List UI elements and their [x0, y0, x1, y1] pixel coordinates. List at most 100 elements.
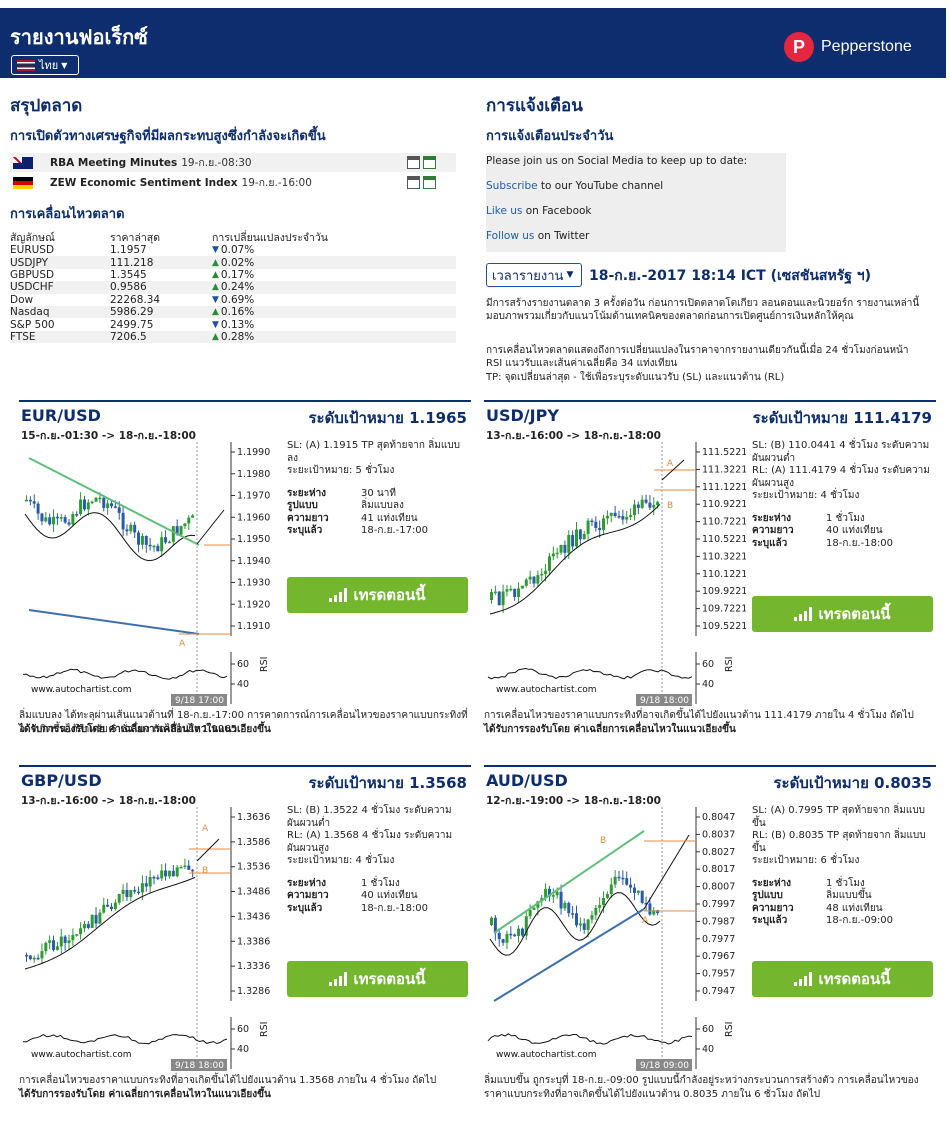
y-tick-label: 110.5221: [702, 534, 746, 545]
candle-body: [106, 503, 110, 509]
candle-body: [644, 902, 648, 905]
candle-body: [652, 910, 656, 915]
panel-rule: [484, 765, 936, 767]
trade-now-label: เทรดตอนนี้: [818, 970, 891, 988]
candle-body: [528, 909, 532, 917]
candle-body: [509, 588, 513, 591]
y-tick-label: 110.3221: [702, 551, 746, 562]
pattern-point-label: A: [202, 824, 209, 834]
calendar-icon[interactable]: [407, 176, 420, 189]
candle-body: [517, 588, 521, 598]
candle-body: [183, 865, 187, 868]
pattern-chart[interactable]: 111.5221 111.3221 111.1221 110.9221 110.7221…: [484, 440, 747, 712]
candle-body: [524, 916, 528, 936]
pattern-chart[interactable]: 1.3636 1.3586 1.3536 1.3486 1.3436 1.3386 1.33…: [19, 805, 281, 1077]
candle-body: [513, 588, 517, 598]
event-row[interactable]: RBA Meeting Minutes 19-ก.ย.-08:30: [10, 153, 456, 172]
event-row[interactable]: ZEW Economic Sentiment Index 19-ก.ย.-16:…: [10, 173, 456, 192]
pattern-chart[interactable]: 0.8047 0.8037 0.8027 0.8017 0.8007 0.7997 0.79…: [484, 805, 746, 1077]
candle-body: [113, 902, 117, 910]
forecast-arrow: [661, 459, 685, 481]
candle-body: [629, 884, 633, 888]
trade-now-button[interactable]: เทรดตอนนี้: [752, 596, 933, 632]
detail-key: ระยะห่าง: [287, 487, 327, 499]
table-row: Nasdaq 5986.29 ▲ 0.16%: [10, 305, 456, 319]
row-symbol: Dow: [10, 293, 34, 306]
candle-body: [567, 535, 571, 553]
pattern-chart[interactable]: 1.1990 1.1980 1.1970 1.1960 1.1950 1.1940 1.19…: [19, 440, 281, 712]
rsi-label: RSI: [259, 657, 270, 672]
candle-body: [110, 503, 113, 507]
candle-body: [629, 515, 633, 518]
time-stamp-box: [636, 694, 692, 706]
candle-body: [613, 512, 617, 517]
row-price: 7206.5: [110, 330, 147, 343]
candle-body: [575, 529, 578, 547]
candle-body: [621, 877, 625, 880]
candle-body: [36, 503, 40, 514]
candle-body: [106, 904, 110, 907]
candle-body: [40, 513, 44, 522]
candle-body: [191, 515, 195, 518]
moving-average-line: [24, 876, 196, 970]
row-price: 22268.34: [110, 293, 161, 306]
google-calendar-icon[interactable]: [423, 156, 436, 169]
calendar-icon[interactable]: [407, 156, 420, 169]
candle-body: [632, 504, 636, 516]
trade-now-button[interactable]: เทรดตอนนี้: [752, 961, 933, 997]
google-calendar-icon[interactable]: [423, 176, 436, 189]
header-symbol: สัญลักษณ์: [10, 231, 55, 244]
detail-row: ระยะห่าง 1 ชั่วโมง: [752, 513, 934, 526]
candle-body: [82, 499, 86, 510]
twitter-link[interactable]: Follow us: [486, 230, 535, 242]
row-change: ▲ 0.24%: [212, 281, 342, 293]
info-line: RL: (A) 111.4179 4 ชั่วโมง ระดับความผันผ…: [752, 465, 934, 490]
candle-body: [571, 535, 575, 547]
candle-body: [75, 934, 79, 936]
youtube-link[interactable]: Subscribe: [486, 180, 538, 192]
y-tick-label: 111.1221: [702, 482, 746, 493]
row-change: ▲ 0.17%: [212, 269, 342, 281]
candle-body: [582, 923, 586, 930]
trade-now-button[interactable]: เทรดตอนนี้: [287, 961, 468, 997]
candle-body: [520, 928, 524, 936]
trade-now-label: เทรดตอนนี้: [353, 586, 426, 604]
row-change-value: 0.28%: [220, 330, 255, 343]
candle-body: [171, 526, 175, 542]
facebook-text: on Facebook: [522, 205, 592, 217]
calendar-icons: [407, 156, 436, 169]
table-row: USDJPY 111.218 ▲ 0.02%: [10, 256, 456, 269]
pattern-point-label: A: [642, 916, 649, 926]
detail-key: ระยะห่าง: [752, 877, 792, 889]
y-tick-label: 1.3286: [237, 986, 270, 997]
candle-body: [175, 867, 179, 877]
trade-now-button[interactable]: เทรดตอนนี้: [287, 577, 468, 613]
youtube-text: to our YouTube channel: [537, 180, 664, 192]
info-line-text: ระยะเป้าหมาย: 5 ชั่วโมง: [287, 465, 395, 476]
brand-logo[interactable]: P Pepperstone: [784, 32, 912, 62]
pattern-point-label: B: [667, 501, 673, 511]
candle-body: [63, 936, 67, 943]
signal-bars-icon: [329, 588, 348, 602]
candle-body: [509, 933, 513, 936]
candle-body: [90, 914, 94, 928]
candle-body: [164, 870, 168, 877]
rsi-tick-label: 40: [702, 679, 714, 690]
candle-body: [167, 541, 171, 544]
language-selector[interactable]: ไทย ▼: [11, 55, 79, 75]
row-change: ▼ 0.07%: [212, 244, 342, 256]
candle-body: [86, 502, 90, 510]
facebook-line: Like us on Facebook: [486, 205, 592, 217]
alerts-paragraph-1: มีการสร้างรายงานตลาด 3 ครั้งต่อวัน ก่อนก…: [486, 298, 920, 322]
candle-body: [160, 537, 164, 552]
candle-body: [156, 877, 160, 879]
candle-body: [71, 935, 75, 941]
detail-row: ระยะห่าง 30 นาที: [287, 488, 469, 501]
event-time: 19-ก.ย.-16:00: [241, 177, 312, 189]
row-price: 1.3545: [110, 268, 147, 281]
detail-value: 18-ก.ย.-09:00: [826, 915, 894, 926]
detail-key: รูปแบบ: [752, 890, 783, 901]
facebook-link[interactable]: Like us: [486, 205, 523, 217]
detail-row: ความยาว 40 แท่งเทียน: [287, 890, 469, 903]
report-time-dropdown[interactable]: เวลารายงาน ▼: [486, 263, 582, 287]
